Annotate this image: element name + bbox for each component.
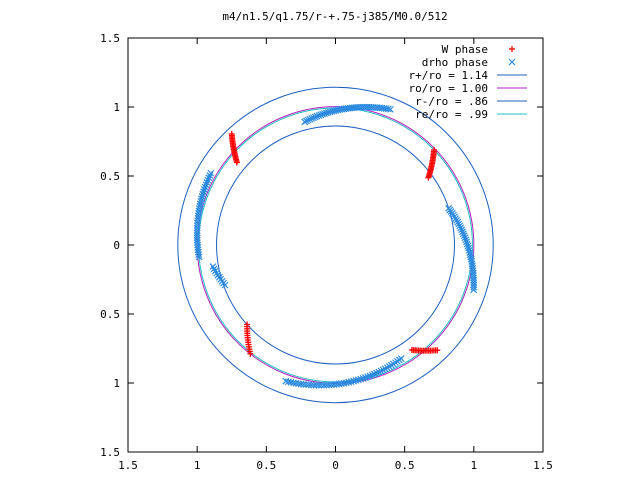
point-drho-phase <box>352 377 360 384</box>
legend-marker <box>509 46 515 52</box>
point-drho-phase <box>306 115 314 123</box>
y-tick-label: 1.5 <box>100 446 120 459</box>
point-drho-phase <box>221 281 229 289</box>
legend-label: r+/ro = 1.14 <box>409 69 489 82</box>
y-tick-label: 0 <box>113 239 120 252</box>
point-drho-phase <box>312 381 320 389</box>
point-drho-phase <box>457 224 465 232</box>
point-drho-phase <box>315 381 323 389</box>
point-drho-phase <box>322 109 330 117</box>
point-drho-phase <box>470 286 478 294</box>
point-drho-phase <box>458 226 466 234</box>
data-points <box>193 103 478 389</box>
point-drho-phase <box>282 377 290 385</box>
chart-title: m4/n1.5/q1.75/r-+.75-j385/M0.0/512 <box>222 10 447 23</box>
x-tick-label: 1 <box>194 459 201 472</box>
point-drho-phase <box>318 381 325 389</box>
point-w-phase <box>233 159 240 166</box>
x-tick-label: 0.5 <box>395 459 415 472</box>
legend-label: drho phase <box>422 56 488 69</box>
point-drho-phase <box>462 236 470 244</box>
point-drho-phase <box>324 108 332 116</box>
x-tick-label: 1.5 <box>533 459 553 472</box>
point-drho-phase <box>464 242 472 250</box>
point-drho-phase <box>456 222 464 230</box>
point-drho-phase <box>321 110 328 117</box>
point-drho-phase <box>459 230 467 238</box>
point-drho-phase <box>304 116 312 124</box>
point-drho-phase <box>326 108 334 116</box>
point-drho-phase <box>364 373 372 381</box>
point-drho-phase <box>397 355 405 362</box>
legend-label: W phase <box>442 43 488 56</box>
y-tick-label: 0.5 <box>100 308 120 321</box>
legend-label: re/ro = .99 <box>415 108 488 121</box>
point-drho-phase <box>315 112 323 119</box>
point-drho-phase <box>354 376 362 384</box>
point-drho-phase <box>284 378 292 386</box>
legend-label: r-/ro = .86 <box>415 95 488 108</box>
y-tick-label: 0.5 <box>100 170 120 183</box>
x-tick-label: 1 <box>471 459 478 472</box>
point-drho-phase <box>195 251 203 258</box>
point-drho-phase <box>308 115 316 122</box>
point-drho-phase <box>328 107 336 115</box>
y-tick-label: 1 <box>113 377 120 390</box>
point-drho-phase <box>302 117 310 125</box>
point-drho-phase <box>200 188 207 196</box>
point-drho-phase <box>313 112 321 120</box>
point-drho-phase <box>459 228 466 236</box>
point-drho-phase <box>361 374 369 382</box>
point-drho-phase <box>198 193 206 201</box>
circle-3 <box>198 107 473 383</box>
x-tick-label: 1.5 <box>118 459 138 472</box>
point-drho-phase <box>455 220 463 228</box>
point-drho-phase <box>317 111 325 119</box>
x-tick-label: 0.5 <box>256 459 276 472</box>
point-w-phase <box>434 347 441 354</box>
y-tick-label: 1.5 <box>100 32 120 45</box>
legend-label: ro/ro = 1.00 <box>409 82 488 95</box>
point-drho-phase <box>319 110 327 118</box>
point-drho-phase <box>287 378 295 386</box>
point-drho-phase <box>460 232 468 240</box>
x-tick-label: 0 <box>332 459 339 472</box>
point-drho-phase <box>359 374 367 382</box>
circle-0 <box>177 86 494 404</box>
point-drho-phase <box>195 253 203 261</box>
point-drho-phase <box>310 381 318 389</box>
point-drho-phase <box>200 186 208 193</box>
point-drho-phase <box>463 240 471 248</box>
axis-ticks: 1.5 1 0.5 0 0.5 1 1.51.510.500.511.5 <box>100 32 553 472</box>
reference-circles <box>177 86 494 404</box>
point-drho-phase <box>309 114 317 122</box>
point-drho-phase <box>387 105 394 113</box>
point-w-phase <box>247 350 254 357</box>
legend-marker <box>508 58 516 66</box>
point-drho-phase <box>470 283 478 291</box>
point-drho-phase <box>461 234 469 242</box>
point-drho-phase <box>463 238 470 246</box>
point-drho-phase <box>350 377 358 385</box>
y-tick-label: 1 <box>113 101 120 114</box>
point-drho-phase <box>307 381 315 389</box>
circle-2 <box>216 125 455 365</box>
point-w-phase <box>431 147 438 154</box>
point-drho-phase <box>357 375 365 383</box>
point-drho-phase <box>384 105 392 113</box>
point-drho-phase <box>199 190 207 198</box>
point-drho-phase <box>311 113 319 121</box>
